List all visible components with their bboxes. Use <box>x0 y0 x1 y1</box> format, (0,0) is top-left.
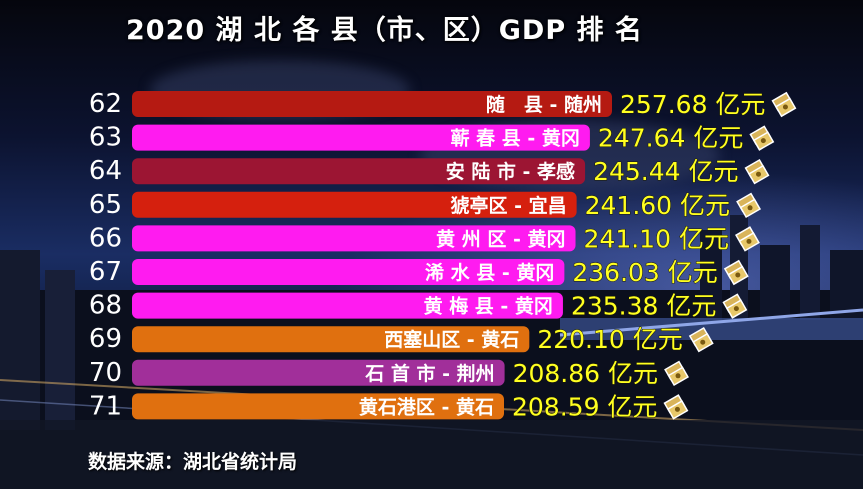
bar-label: 黄石港区 - 黄石 <box>359 395 494 418</box>
bar-label: 西塞山区 - 黄石 <box>384 328 519 351</box>
bar-label: 黄 州 区 - 黄冈 <box>436 227 565 250</box>
rank-label: 66 <box>89 223 122 253</box>
bar <box>132 326 530 353</box>
bar <box>132 91 612 117</box>
value-label: 245.44 亿元 <box>593 157 738 186</box>
value-label: 241.60 亿元 <box>585 191 730 220</box>
value-label: 208.59 亿元 <box>512 392 657 421</box>
bar <box>132 191 577 218</box>
money-icon <box>688 326 714 353</box>
value-label: 247.64 亿元 <box>598 124 743 153</box>
value-label: 236.03 亿元 <box>572 258 717 287</box>
value-label: 220.10 亿元 <box>537 325 682 354</box>
bar-label: 蕲 春 县 - 黄冈 <box>451 127 580 150</box>
rank-label: 67 <box>89 257 122 287</box>
rank-label: 70 <box>89 358 122 388</box>
bar-label: 随 县 - 随州 <box>486 93 602 116</box>
value-label: 257.68 亿元 <box>620 90 765 119</box>
bar-label: 黄 梅 县 - 黄冈 <box>424 295 553 318</box>
value-label: 241.10 亿元 <box>584 224 729 253</box>
money-icon <box>664 360 689 387</box>
bar <box>132 124 590 151</box>
bar <box>132 359 505 386</box>
bar-label: 浠 水 县 - 黄冈 <box>425 261 554 284</box>
data-source-note: 数据来源：湖北省统计局 <box>88 451 298 473</box>
money-icon <box>735 226 760 252</box>
bar <box>132 158 586 185</box>
bar <box>132 393 504 420</box>
money-icon <box>663 394 689 420</box>
bar <box>132 225 576 252</box>
rank-label: 64 <box>89 156 122 186</box>
money-icon <box>723 259 749 286</box>
bar-label: 石 首 市 - 荆州 <box>364 362 494 385</box>
value-label: 235.38 亿元 <box>571 292 716 321</box>
bar <box>132 292 563 319</box>
bar-label: 猇亭区 - 宜昌 <box>450 194 566 217</box>
money-icon <box>749 125 775 151</box>
rank-label: 62 <box>89 89 122 119</box>
money-icon <box>771 91 797 118</box>
value-label: 208.86 亿元 <box>513 359 658 388</box>
bar-label: 安 陆 市 - 孝感 <box>446 160 575 183</box>
rank-label: 63 <box>89 123 122 153</box>
chart-title: 2020 湖 北 各 县（市、区）GDP 排 名 <box>126 15 643 46</box>
money-icon <box>744 158 770 185</box>
rank-label: 65 <box>89 190 122 220</box>
rank-label: 71 <box>89 391 122 421</box>
money-icon <box>736 192 762 219</box>
bar <box>132 259 565 285</box>
money-icon <box>722 293 748 319</box>
rank-label: 69 <box>89 324 122 354</box>
rank-label: 68 <box>89 291 122 321</box>
